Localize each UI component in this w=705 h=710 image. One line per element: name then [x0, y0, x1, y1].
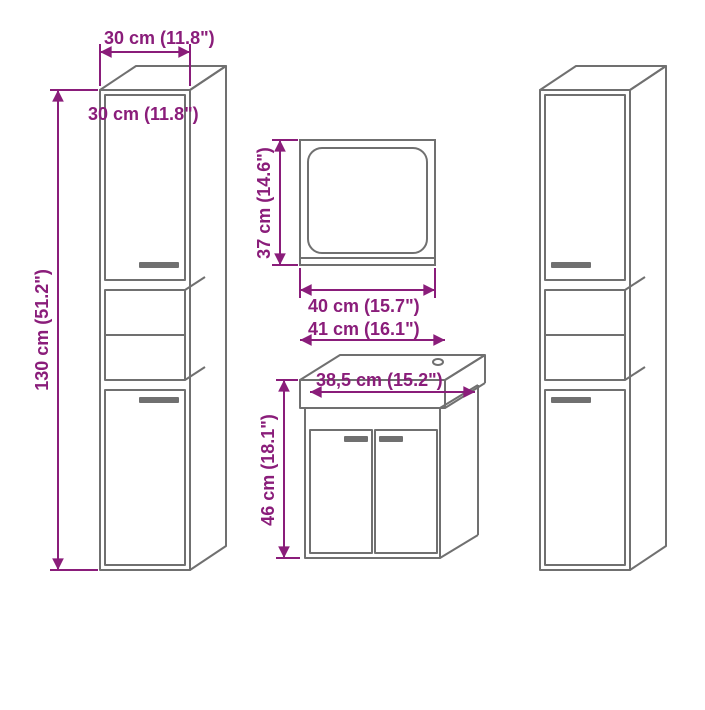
furniture-diagram-svg: 30 cm (11.8") 30 cm (11.8") 130 cm (51.2…: [0, 0, 705, 705]
label-width-30: 30 cm (11.8"): [104, 28, 215, 48]
label-depth-30: 30 cm (11.8"): [88, 104, 199, 124]
tall-cabinet-left: [100, 66, 226, 570]
mirror-panel: [300, 140, 435, 265]
label-mirror-w-40: 40 cm (15.7"): [308, 296, 420, 316]
label-basin-d-385: 38,5 cm (15.2"): [316, 370, 443, 390]
tall-cabinet-right: [540, 66, 666, 570]
diagram-canvas: 30 cm (11.8") 30 cm (11.8") 130 cm (51.2…: [0, 0, 705, 705]
label-mirror-h-37: 37 cm (14.6"): [254, 147, 274, 259]
label-basin-h-46: 46 cm (18.1"): [258, 414, 278, 526]
label-basin-w-41: 41 cm (16.1"): [308, 319, 420, 339]
label-height-130: 130 cm (51.2"): [32, 269, 52, 391]
